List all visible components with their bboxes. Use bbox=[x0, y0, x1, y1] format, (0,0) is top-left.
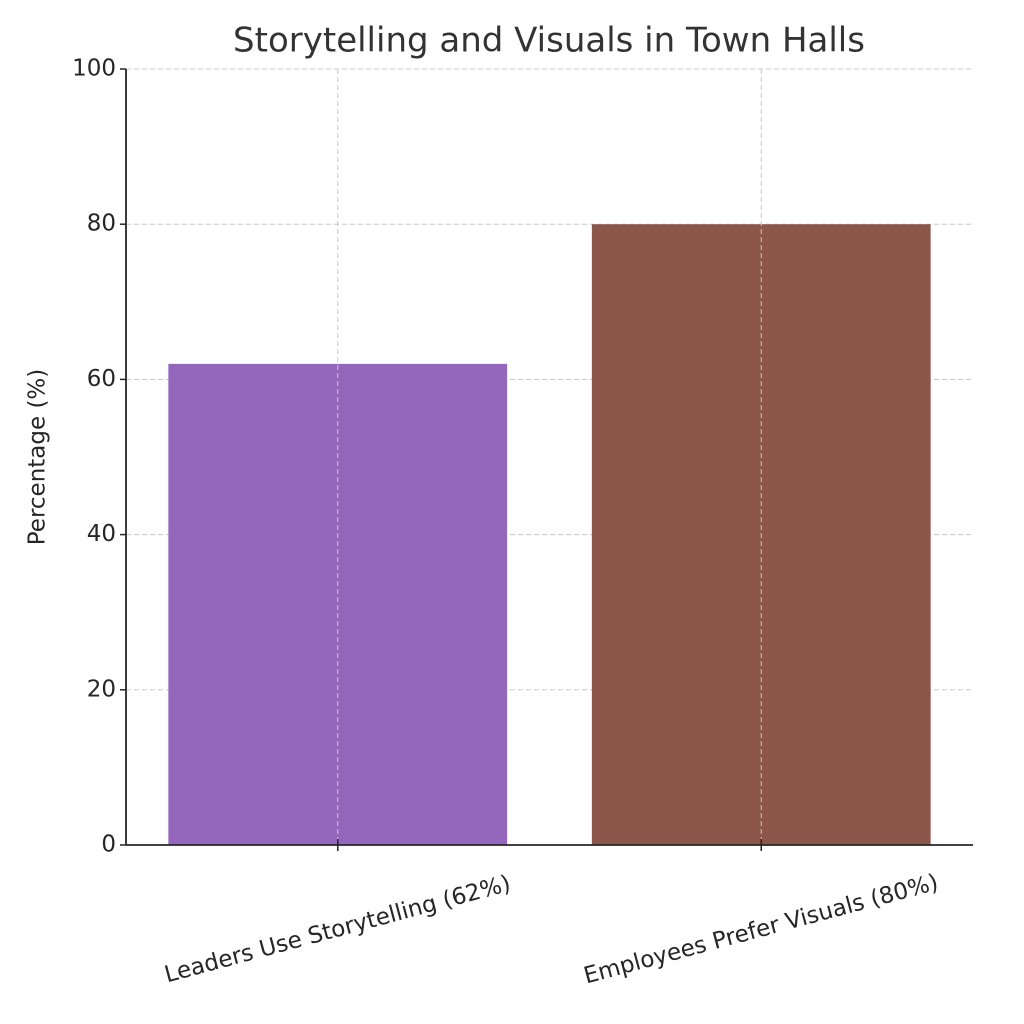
y-axis-label: Percentage (%) bbox=[25, 369, 51, 546]
bar bbox=[168, 363, 508, 845]
x-tick-label: Leaders Use Storytelling (62%) bbox=[162, 871, 514, 989]
y-tick-label: 100 bbox=[72, 56, 116, 82]
y-tick-label: 60 bbox=[87, 366, 116, 392]
y-tick-label: 80 bbox=[87, 211, 116, 237]
x-tick-label: Employees Prefer Visuals (80%) bbox=[581, 870, 941, 990]
chart-title: Storytelling and Visuals in Town Halls bbox=[233, 21, 865, 61]
y-tick-label: 40 bbox=[87, 521, 116, 547]
y-tick-label: 20 bbox=[87, 676, 116, 702]
y-tick-label: 0 bbox=[101, 832, 116, 858]
